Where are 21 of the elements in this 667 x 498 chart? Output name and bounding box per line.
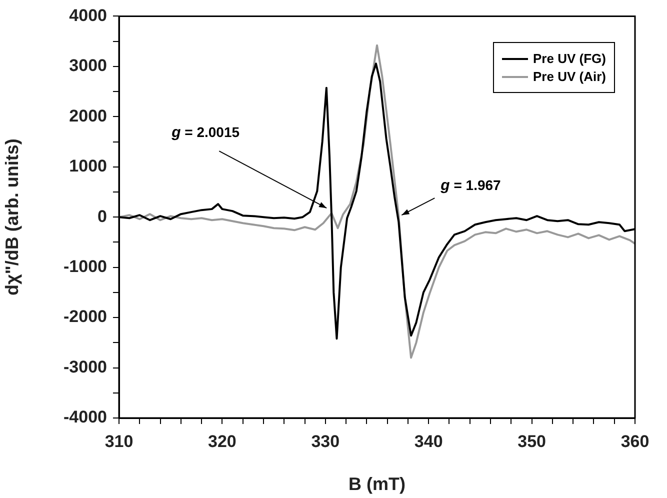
x-axis-title: B (mT) <box>348 474 406 494</box>
x-tick-label: 330 <box>311 432 340 451</box>
y-tick-label: -4000 <box>64 408 107 427</box>
annotation: g = 1.967 <box>440 176 502 194</box>
x-tick-label: 340 <box>414 432 443 451</box>
x-tick-label: 310 <box>104 432 134 451</box>
y-axis-title: dχ"/dB (arb. units) <box>2 138 22 296</box>
y-tick-label: 0 <box>98 206 107 226</box>
x-tick-label: 350 <box>518 432 546 451</box>
legend-label: Pre UV (FG) <box>533 51 606 66</box>
y-tick-label: 4000 <box>69 6 107 25</box>
annotation: g = 2.0015 <box>170 124 240 142</box>
y-tick-label: -2000 <box>64 307 107 326</box>
legend-label: Pre UV (Air) <box>533 69 606 84</box>
y-tick-label: 2000 <box>69 106 107 126</box>
y-tick-label: 3000 <box>69 56 107 76</box>
y-tick-label: -1000 <box>64 257 107 276</box>
x-tick-label: 320 <box>208 432 236 451</box>
x-tick-label: 360 <box>620 432 650 451</box>
y-tick-label: -3000 <box>64 357 107 376</box>
y-tick-label: 1000 <box>69 156 107 176</box>
